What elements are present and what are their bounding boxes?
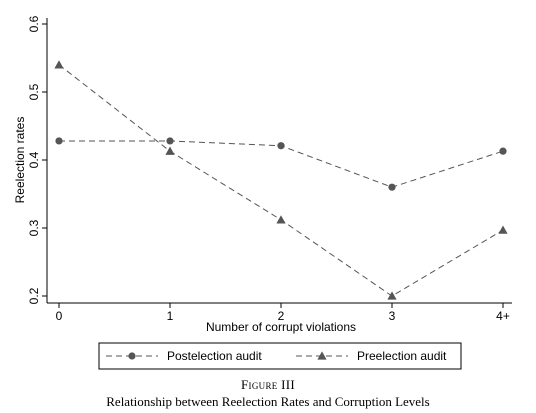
data-point-postelection-audit — [277, 142, 285, 150]
y-tick-label: 0.6 — [27, 15, 41, 32]
x-tick-label: 2 — [278, 309, 285, 323]
data-point-postelection-audit — [499, 147, 507, 155]
legend-marker — [317, 351, 327, 360]
figure-label: Figure III — [241, 377, 295, 392]
legend-entry-postelection-audit: Postelection audit — [106, 349, 262, 363]
legend-label: Postelection audit — [167, 349, 262, 363]
y-tick-label: 0.2 — [27, 287, 41, 304]
data-point-postelection-audit — [166, 137, 174, 145]
data-point-preelection-audit — [54, 60, 64, 69]
data-point-preelection-audit — [498, 225, 508, 234]
series-layer — [54, 60, 508, 300]
x-tick-label: 1 — [167, 309, 174, 323]
legend-entry-preelection-audit: Preelection audit — [296, 349, 447, 363]
x-tick-label: 4+ — [496, 309, 510, 323]
ticks: 0.2 0.3 0.4 0.5 0.6 0 1 2 3 4+ — [27, 15, 510, 323]
data-point-preelection-audit — [387, 291, 397, 300]
figure-title: Relationship between Reelection Rates an… — [106, 394, 430, 409]
axes — [46, 18, 512, 304]
y-tick-label: 0.5 — [27, 83, 41, 100]
data-point-preelection-audit — [276, 215, 286, 224]
series-postelection-audit — [55, 137, 507, 191]
data-point-preelection-audit — [165, 146, 175, 155]
x-tick-label: 0 — [56, 309, 63, 323]
x-tick-label: 3 — [389, 309, 396, 323]
legend-box — [98, 342, 462, 370]
legend: Postelection audit Preelection audit — [98, 342, 462, 370]
series-line-preelection-audit — [58, 64, 504, 297]
data-point-postelection-audit — [388, 183, 396, 191]
legend-label: Preelection audit — [357, 349, 447, 363]
y-axis-label: Reelection rates — [13, 117, 27, 204]
data-point-postelection-audit — [55, 137, 63, 145]
y-tick-label: 0.4 — [27, 151, 41, 168]
y-tick-label: 0.3 — [27, 219, 41, 236]
chart: 0.2 0.3 0.4 0.5 0.6 0 1 2 3 4+ Reelection rates N… — [13, 15, 512, 370]
legend-marker — [128, 352, 136, 360]
series-preelection-audit — [54, 60, 508, 300]
x-axis-label: Number of corrupt violations — [206, 320, 356, 334]
